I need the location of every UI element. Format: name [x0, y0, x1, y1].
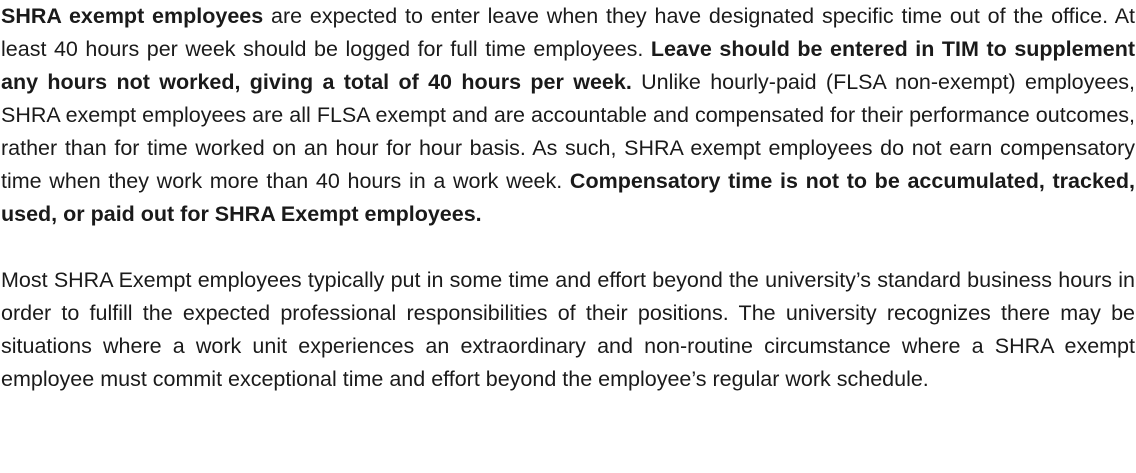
paragraph-extraordinary-circumstances: Most SHRA Exempt employees typically put…: [1, 268, 1135, 391]
sentence-leave-expectation: are expected to enter leave when they ha…: [1, 4, 1136, 61]
sentence-leave-in-tim: Leave should be entered in TIM to supple…: [1, 37, 1135, 94]
sentence-compensatory-time-rule: Compensatory time is not to be accumulat…: [1, 169, 1135, 226]
term-shra-exempt-employees: SHRA exempt employees: [1, 4, 264, 28]
document-body: SHRA exempt employees are expected to en…: [1, 0, 1135, 391]
paragraph-exempt-leave: SHRA exempt employees are expected to en…: [1, 0, 1135, 231]
sentence-flsa-exempt-explanation: Unlike hourly-paid (FLSA non-exempt) emp…: [1, 70, 1135, 193]
